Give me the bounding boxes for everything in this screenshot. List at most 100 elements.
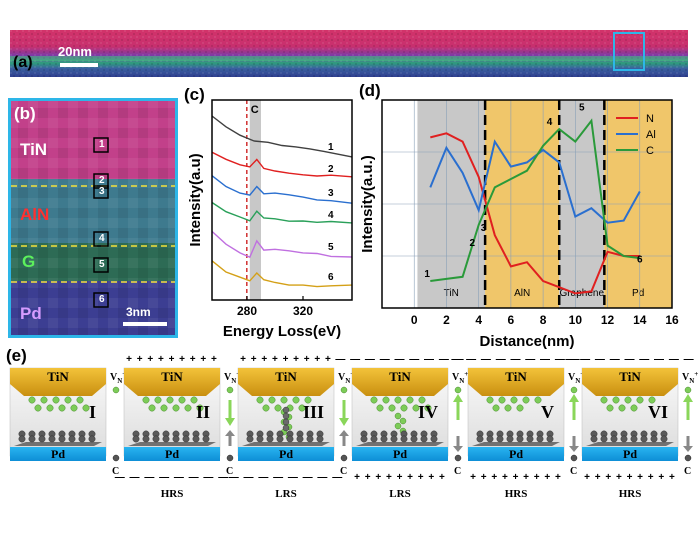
profile-line-n (430, 132, 640, 295)
c-dot-2 (226, 454, 234, 462)
bottom-charges-2: — — — — — — — — (115, 472, 229, 483)
top-charges-3: + + + + + + + + + (240, 354, 332, 365)
panel-b-image (8, 98, 178, 338)
box-label-2: 2 (99, 175, 105, 186)
stage-numeral-5: V (541, 402, 554, 422)
pd-label-6: Pd (623, 447, 637, 461)
device-cell-5: — — — — — — — — — TiN Pd V VN+ C + + + + + + +… (451, 354, 584, 500)
panel-d-ylabel: Intensity(a.u.) (359, 155, 376, 253)
device-cell-4: — — — — — — — — — TiN Pd IV VN+ C + + + + + + … (335, 354, 468, 500)
xtick-label-280: 280 (237, 304, 257, 318)
region-label-tin: TiN (444, 288, 459, 299)
c-dot-1 (112, 454, 120, 462)
panel-c-label: (c) (184, 85, 205, 104)
resistance-state-4: LRS (389, 488, 410, 500)
panel-a-label: (a) (13, 54, 33, 71)
tin-label-3: TiN (275, 369, 297, 384)
bottom-charges-3: — — — — — — — — (229, 472, 343, 483)
tin-electrode-5 (468, 368, 564, 396)
c-label-6: C (684, 466, 691, 477)
panel-a-scale-bar (60, 63, 98, 67)
panel-c-xlabel: Energy Loss(eV) (223, 323, 341, 340)
box-label-5: 5 (99, 259, 105, 270)
xtick-label-16: 16 (665, 313, 679, 327)
spectrum-line-5 (211, 230, 353, 259)
panel-d-chart: TiN AlN Graphene Pd 1 2 3 4 5 6 N Al C 0 2 4 6 8 10 12 14 16 D… (352, 92, 692, 358)
top-charges-6: — — — — — — — — — (565, 354, 694, 365)
pd-label-1: Pd (51, 447, 65, 461)
c-dot-4 (454, 454, 462, 462)
tin-electrode-2 (124, 368, 220, 396)
xtick-label-2: 2 (443, 313, 450, 327)
top-charges-5: — — — — — — — — — (451, 354, 580, 365)
top-charges-4: — — — — — — — — — (335, 354, 464, 365)
c-label-4: C (454, 466, 461, 477)
pd-label-5: Pd (509, 447, 523, 461)
region-label-pd: Pd (632, 288, 644, 299)
vn-dot-5 (570, 386, 578, 394)
layer-label-aln: AlN (20, 205, 50, 224)
c-label-5: C (570, 466, 577, 477)
layer-label-tin: TiN (20, 140, 48, 159)
xtick-label-10: 10 (569, 313, 583, 327)
spectrum-line-2 (211, 151, 353, 178)
resistance-state-6: HRS (619, 488, 642, 500)
vn-label-6: VN+ (682, 370, 698, 385)
pd-electrode-6 (582, 447, 678, 461)
resistance-state-2: HRS (161, 488, 184, 500)
box-label-6: 6 (99, 294, 105, 305)
box-label-4: 4 (99, 233, 105, 244)
pd-label-4: Pd (393, 447, 407, 461)
c-dot-3 (340, 454, 348, 462)
c-dot-5 (570, 454, 578, 462)
point-label-3: 3 (481, 223, 487, 234)
xtick-label-4: 4 (475, 313, 482, 327)
panel-c-chart: C 1 2 3 4 5 6 280 320 Energy Loss(eV) Intensity(a.… (178, 96, 358, 358)
legend-label-al: Al (646, 129, 656, 141)
spectrum-label-3: 3 (328, 188, 334, 199)
c-dot-6 (684, 454, 692, 462)
profile-line-c (430, 118, 640, 282)
pd-label-2: Pd (165, 447, 179, 461)
point-label-5: 5 (579, 103, 585, 114)
c-label-3: C (340, 466, 347, 477)
pd-label-3: Pd (279, 447, 293, 461)
tin-label-6: TiN (619, 369, 641, 384)
pd-electrode-3 (238, 447, 334, 461)
bottom-charges-4: + + + + + + + + + (354, 472, 446, 483)
point-label-1: 1 (424, 269, 430, 280)
spectrum-line-6 (211, 260, 353, 288)
panel-d-label: (d) (359, 81, 381, 100)
vn-dot-1 (112, 386, 120, 394)
point-label-2: 2 (469, 238, 475, 249)
layer-label-pd: Pd (20, 304, 42, 323)
resistance-state-5: HRS (505, 488, 528, 500)
tin-electrode-1 (10, 368, 106, 396)
point-label-6: 6 (637, 254, 643, 265)
vn-dot-4 (454, 386, 462, 394)
resistance-state-3: LRS (275, 488, 296, 500)
pd-electrode-1 (10, 447, 106, 461)
pd-electrode-2 (124, 447, 220, 461)
panel-d-frame (381, 99, 673, 309)
xtick-label-8: 8 (540, 313, 547, 327)
box-label-3: 3 (99, 186, 105, 197)
box-label-1: 1 (99, 139, 105, 150)
tin-label-4: TiN (389, 369, 411, 384)
xtick-label-0: 0 (411, 313, 418, 327)
spectrum-label-6: 6 (328, 272, 334, 283)
legend-label-c: C (646, 145, 654, 157)
tin-label-1: TiN (47, 369, 69, 384)
carbon-edge-band (249, 100, 261, 300)
panel-a-roi-box (613, 32, 645, 71)
panel-b: (b) TiN AlN G Pd 1 2 3 4 5 6 3nm (8, 98, 178, 338)
spectrum-line-4 (211, 201, 353, 224)
device-cell-6: — — — — — — — — — TiN Pd VI VN+ C + + + + + + … (565, 354, 698, 500)
bottom-charges-6: + + + + + + + + + (584, 472, 676, 483)
vn-dot-6 (684, 386, 692, 394)
spectrum-label-5: 5 (328, 242, 334, 253)
panel-a: (a) 20nm (10, 30, 688, 77)
